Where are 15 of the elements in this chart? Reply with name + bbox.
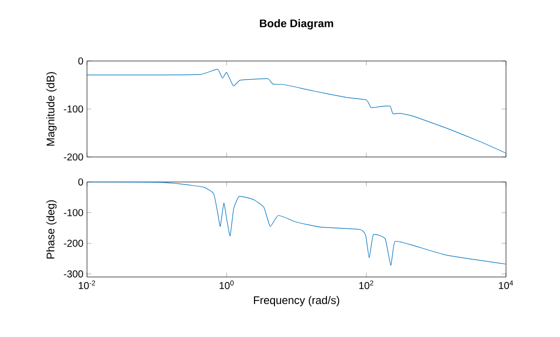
- x-tick-label: 10$^{0}$: [220, 280, 234, 290]
- y-axis-title: Magnitude (dB): [46, 72, 57, 146]
- y-tick-label: 0: [78, 57, 84, 65]
- y-tick-label: -100: [64, 105, 84, 113]
- chart-title: Bode Diagram: [260, 19, 334, 30]
- y-tick-label: -200: [64, 240, 84, 247]
- y-tick-label: -100: [64, 209, 84, 216]
- y-tick-label: -300: [64, 270, 84, 278]
- y-tick-label: 0: [78, 178, 84, 186]
- x-tick-label: 10$^{2}$: [359, 280, 374, 290]
- y-axis-title: Phase (deg): [46, 200, 57, 259]
- y-tick-label: -200: [64, 153, 84, 161]
- x-tick-label: 10$^{4}$: [499, 280, 514, 290]
- x-tick-label: 10$^{-2}$: [78, 280, 96, 290]
- x-axis-title: Frequency (rad/s): [254, 296, 340, 306]
